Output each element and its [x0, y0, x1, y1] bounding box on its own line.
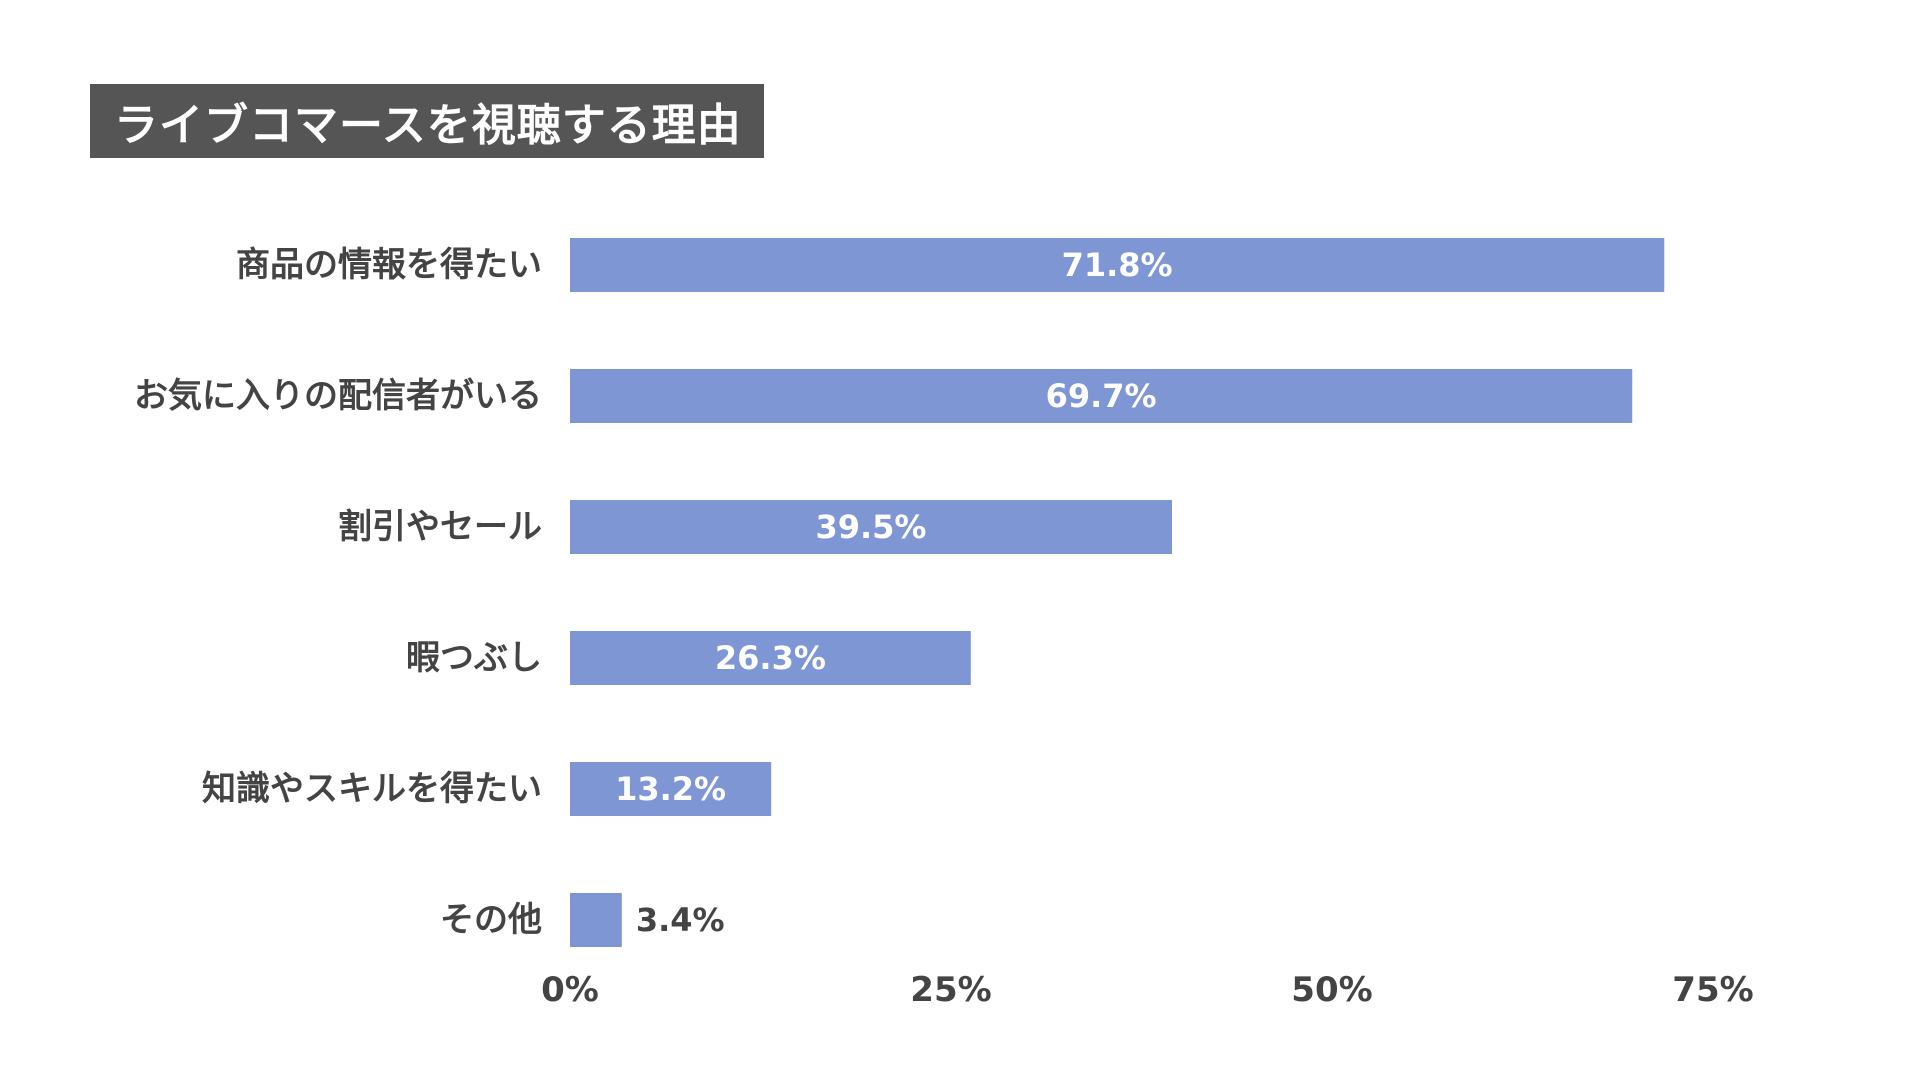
data-label: 69.7% [1046, 377, 1157, 415]
x-tick-label: 0% [541, 970, 599, 1010]
bar [570, 893, 622, 947]
x-tick-label: 50% [1291, 970, 1372, 1010]
bar [570, 762, 772, 816]
category-label: 知識やスキルを得たい [202, 769, 542, 809]
bar [570, 369, 1633, 423]
bar [570, 500, 1172, 554]
category-label: 商品の情報を得たい [236, 245, 542, 285]
data-label: 39.5% [815, 508, 926, 546]
x-tick-label: 75% [1672, 970, 1753, 1010]
bars-layer: 商品の情報を得たい 71.8% お気に入りの配信者がいる 69.7% 割引やセール 39.… [134, 238, 1665, 947]
bar [570, 631, 971, 685]
category-label: お気に入りの配信者がいる [134, 376, 542, 416]
x-tick-label: 25% [910, 970, 991, 1010]
x-axis-ticks: 0% 25% 50% 75% [541, 970, 1754, 1010]
category-label: その他 [440, 900, 542, 940]
chart-title-box: ライブコマースを視聴する理由 [90, 84, 764, 158]
data-label: 71.8% [1062, 246, 1173, 284]
category-label: 暇つぶし [406, 638, 542, 678]
chart-title: ライブコマースを視聴する理由 [114, 100, 742, 151]
data-label: 26.3% [715, 639, 826, 677]
data-label: 3.4% [636, 901, 725, 939]
category-label: 割引やセール [338, 507, 542, 547]
data-label: 13.2% [615, 770, 726, 808]
bar [570, 238, 1665, 292]
